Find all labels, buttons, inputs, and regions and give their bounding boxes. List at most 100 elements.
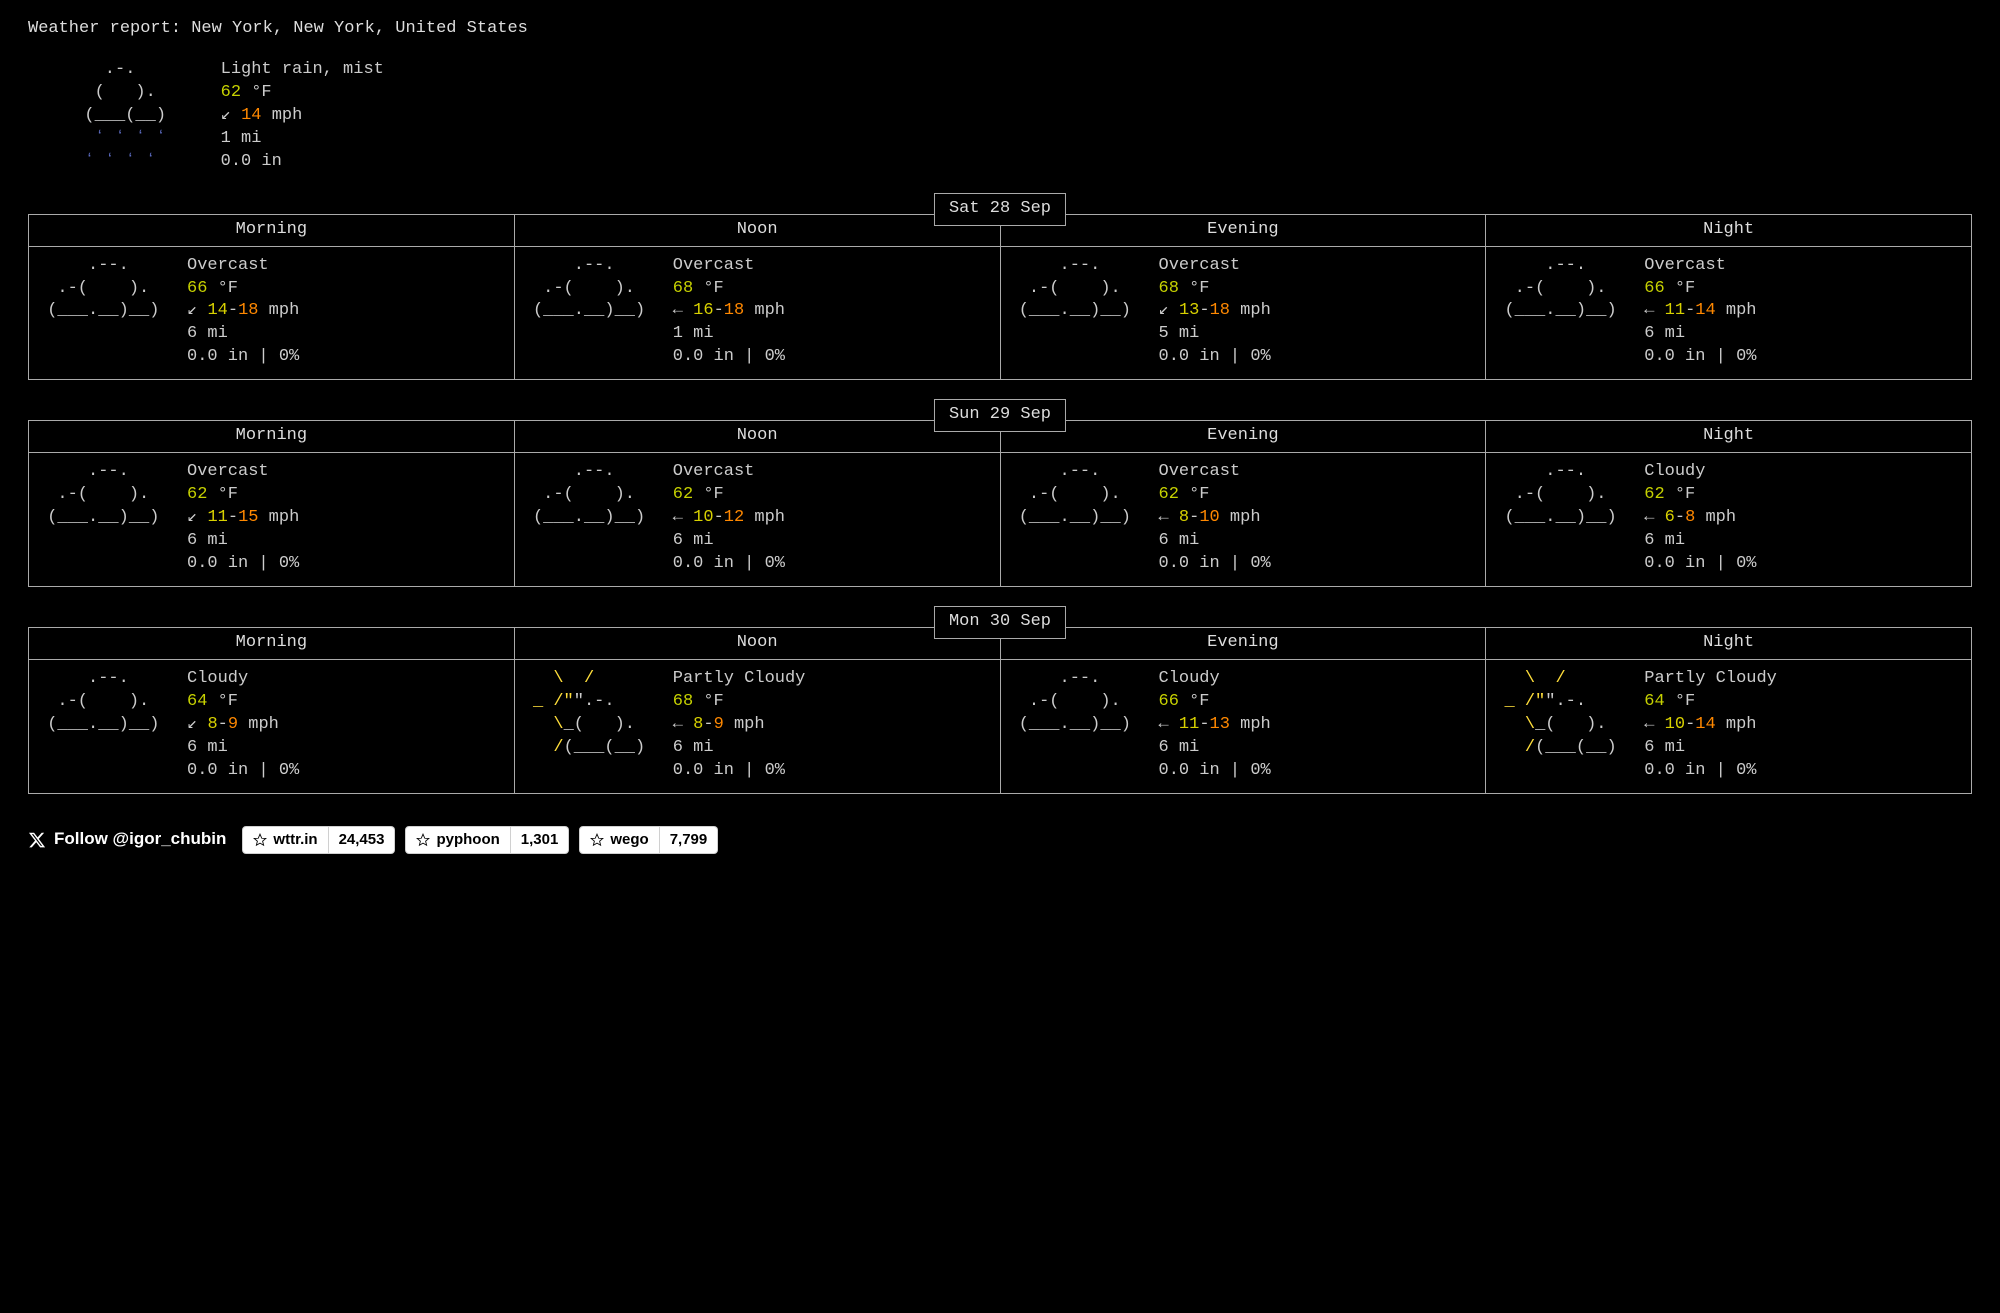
forecast-temp: 62 °F <box>1644 484 1963 507</box>
period-header: Noon <box>514 627 1000 659</box>
current-visibility: 1 mi <box>221 128 384 151</box>
forecast-wind: ↙ 8-9 mph <box>187 714 506 737</box>
forecast-cell: .--. .-( ). (___.__)__) Overcast66 °F↙ 1… <box>29 246 515 380</box>
forecast-condition: Overcast <box>187 255 506 278</box>
overcast-icon: .--. .-( ). (___.__)__) <box>1009 668 1159 783</box>
partly-cloudy-icon: \ / _ /"".-. \_( ). /(___(__) <box>523 668 673 783</box>
day-date-tab: Sun 29 Sep <box>934 399 1066 432</box>
forecast-cell: .--. .-( ). (___.__)__) Cloudy64 °F↙ 8-9… <box>29 659 515 793</box>
forecast-temp: 66 °F <box>1644 278 1963 301</box>
forecast-details: Overcast62 °F↙ 11-15 mph6 mi0.0 in | 0% <box>187 461 506 576</box>
forecast-temp: 68 °F <box>1159 278 1478 301</box>
forecast-details: Partly Cloudy68 °F← 8-9 mph6 mi0.0 in | … <box>673 668 992 783</box>
forecast-cell: .--. .-( ). (___.__)__) Overcast68 °F↙ 1… <box>1000 246 1486 380</box>
forecast-temp: 62 °F <box>187 484 506 507</box>
forecast-condition: Overcast <box>1644 255 1963 278</box>
forecast-temp: 68 °F <box>673 278 992 301</box>
current-wind: ↙ 14 mph <box>221 105 384 128</box>
forecast-visibility: 6 mi <box>1644 737 1963 760</box>
forecast-wind: ← 10-14 mph <box>1644 714 1963 737</box>
forecast-details: Cloudy62 °F← 6-8 mph6 mi0.0 in | 0% <box>1644 461 1963 576</box>
forecast-visibility: 6 mi <box>187 530 506 553</box>
period-header: Morning <box>29 627 515 659</box>
overcast-icon: .--. .-( ). (___.__)__) <box>523 461 673 576</box>
day-date-tab: Sat 28 Sep <box>934 193 1066 226</box>
star-icon <box>253 833 267 847</box>
forecast-details: Overcast62 °F← 10-12 mph6 mi0.0 in | 0% <box>673 461 992 576</box>
period-header: Evening <box>1000 627 1486 659</box>
forecast-precip: 0.0 in | 0% <box>673 553 992 576</box>
forecast-condition: Cloudy <box>1644 461 1963 484</box>
forecast-wind: ↙ 11-15 mph <box>187 507 506 530</box>
forecast-day: Sat 28 SepMorningNoonEveningNight .--. .… <box>28 214 1972 381</box>
forecast-visibility: 6 mi <box>1644 323 1963 346</box>
forecast-visibility: 6 mi <box>673 530 992 553</box>
period-header: Morning <box>29 421 515 453</box>
period-header: Noon <box>514 214 1000 246</box>
forecast-wind: ← 11-14 mph <box>1644 300 1963 323</box>
weather-report: Weather report: New York, New York, Unit… <box>0 0 2000 878</box>
forecast-condition: Overcast <box>1159 255 1478 278</box>
forecast-visibility: 6 mi <box>1159 737 1478 760</box>
forecast-wind: ← 11-13 mph <box>1159 714 1478 737</box>
forecast-wind: ← 6-8 mph <box>1644 507 1963 530</box>
x-icon <box>28 831 46 849</box>
repo-name: wego <box>610 830 648 850</box>
forecast-condition: Partly Cloudy <box>1644 668 1963 691</box>
github-star-button[interactable]: pyphoon 1,301 <box>405 826 569 854</box>
forecast-temp: 64 °F <box>187 691 506 714</box>
forecast-precip: 0.0 in | 0% <box>187 760 506 783</box>
forecast-precip: 0.0 in | 0% <box>1644 553 1963 576</box>
forecast-details: Overcast68 °F↙ 13-18 mph5 mi0.0 in | 0% <box>1159 255 1478 370</box>
period-header: Night <box>1486 421 1972 453</box>
github-star-button[interactable]: wego 7,799 <box>579 826 718 854</box>
forecast-precip: 0.0 in | 0% <box>187 346 506 369</box>
overcast-icon: .--. .-( ). (___.__)__) <box>37 668 187 783</box>
forecast-temp: 66 °F <box>187 278 506 301</box>
repo-stars: 7,799 <box>660 826 719 854</box>
forecast-condition: Overcast <box>673 461 992 484</box>
forecast-cell: \ / _ /"".-. \_( ). /(___(__) Partly Clo… <box>1486 659 1972 793</box>
forecast-day: Mon 30 SepMorningNoonEveningNight .--. .… <box>28 627 1972 794</box>
forecast-temp: 62 °F <box>1159 484 1478 507</box>
forecast-precip: 0.0 in | 0% <box>1159 760 1478 783</box>
forecast-condition: Overcast <box>187 461 506 484</box>
forecast-temp: 66 °F <box>1159 691 1478 714</box>
overcast-icon: .--. .-( ). (___.__)__) <box>1494 461 1644 576</box>
current-condition: Light rain, mist <box>221 59 384 82</box>
overcast-icon: .--. .-( ). (___.__)__) <box>1494 255 1644 370</box>
forecast-details: Overcast66 °F↙ 14-18 mph6 mi0.0 in | 0% <box>187 255 506 370</box>
forecast-visibility: 6 mi <box>187 323 506 346</box>
forecast-cell: .--. .-( ). (___.__)__) Overcast62 °F← 8… <box>1000 453 1486 587</box>
repo-stars: 1,301 <box>511 826 570 854</box>
forecast-visibility: 1 mi <box>673 323 992 346</box>
current-temp: 62 °F <box>221 82 384 105</box>
github-star-button[interactable]: wttr.in24,453 <box>242 826 395 854</box>
follow-button[interactable]: Follow @igor_chubin <box>28 828 226 851</box>
forecast-wind: ← 10-12 mph <box>673 507 992 530</box>
overcast-icon: .--. .-( ). (___.__)__) <box>523 255 673 370</box>
forecast-details: Partly Cloudy64 °F← 10-14 mph6 mi0.0 in … <box>1644 668 1963 783</box>
repo-name: wttr.in <box>273 830 317 850</box>
forecast-details: Overcast68 °F← 16-18 mph1 mi0.0 in | 0% <box>673 255 992 370</box>
forecast-visibility: 6 mi <box>1159 530 1478 553</box>
forecast-cell: .--. .-( ). (___.__)__) Cloudy66 °F← 11-… <box>1000 659 1486 793</box>
overcast-icon: .--. .-( ). (___.__)__) <box>1009 461 1159 576</box>
partly-cloudy-icon: \ / _ /"".-. \_( ). /(___(__) <box>1494 668 1644 783</box>
forecast-condition: Partly Cloudy <box>673 668 992 691</box>
forecast-temp: 64 °F <box>1644 691 1963 714</box>
forecast-precip: 0.0 in | 0% <box>1159 346 1478 369</box>
forecast-condition: Overcast <box>1159 461 1478 484</box>
forecast-condition: Cloudy <box>1159 668 1478 691</box>
forecast-cell: .--. .-( ). (___.__)__) Overcast62 °F← 1… <box>514 453 1000 587</box>
follow-label: Follow @igor_chubin <box>54 828 226 851</box>
forecast-visibility: 6 mi <box>673 737 992 760</box>
overcast-icon: .--. .-( ). (___.__)__) <box>37 255 187 370</box>
forecast-cell: .--. .-( ). (___.__)__) Cloudy62 °F← 6-8… <box>1486 453 1972 587</box>
forecast-wind: ← 8-9 mph <box>673 714 992 737</box>
forecast-temp: 62 °F <box>673 484 992 507</box>
overcast-icon: .--. .-( ). (___.__)__) <box>1009 255 1159 370</box>
period-header: Night <box>1486 214 1972 246</box>
repo-name: pyphoon <box>436 830 499 850</box>
forecast-details: Cloudy66 °F← 11-13 mph6 mi0.0 in | 0% <box>1159 668 1478 783</box>
